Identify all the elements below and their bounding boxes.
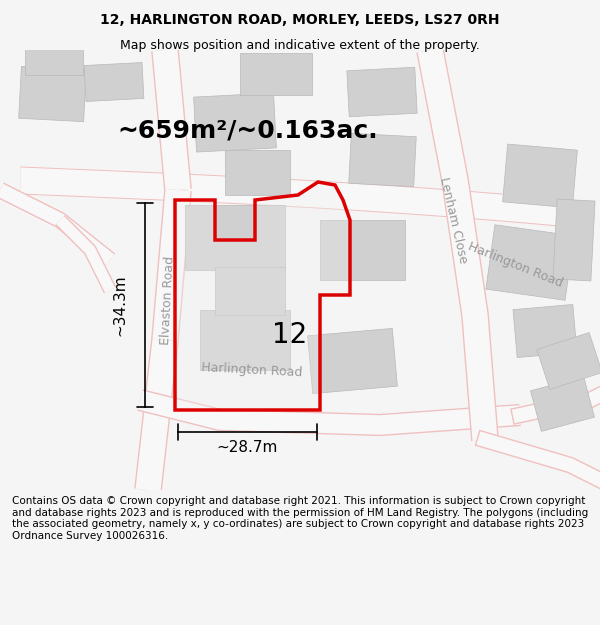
Text: Elvaston Road: Elvaston Road: [159, 255, 177, 345]
Bar: [320, 220, 405, 280]
Text: Lenham Close: Lenham Close: [437, 176, 469, 264]
Bar: [347, 68, 417, 117]
Bar: [25, 47, 83, 75]
Bar: [349, 133, 416, 187]
Bar: [486, 225, 574, 300]
Text: 12, HARLINGTON ROAD, MORLEY, LEEDS, LS27 0RH: 12, HARLINGTON ROAD, MORLEY, LEEDS, LS27…: [100, 12, 500, 27]
Bar: [185, 205, 285, 270]
Bar: [225, 150, 290, 195]
Text: Map shows position and indicative extent of the property.: Map shows position and indicative extent…: [120, 39, 480, 52]
Text: Contains OS data © Crown copyright and database right 2021. This information is : Contains OS data © Crown copyright and d…: [12, 496, 588, 541]
Bar: [513, 304, 577, 358]
Text: 12: 12: [272, 321, 308, 349]
Text: ~28.7m: ~28.7m: [217, 441, 278, 456]
Bar: [194, 93, 277, 152]
Text: Harlington Road: Harlington Road: [201, 361, 303, 379]
Bar: [308, 328, 397, 394]
Text: ~659m²/~0.163ac.: ~659m²/~0.163ac.: [118, 118, 379, 142]
Bar: [503, 144, 577, 208]
Bar: [84, 62, 144, 101]
Bar: [215, 267, 285, 315]
Bar: [530, 377, 595, 431]
Bar: [200, 310, 290, 370]
Bar: [240, 53, 312, 95]
Text: Harlington Road: Harlington Road: [466, 240, 565, 290]
Text: ~34.3m: ~34.3m: [113, 274, 128, 336]
Bar: [19, 66, 86, 122]
Polygon shape: [175, 182, 350, 410]
Bar: [537, 332, 600, 389]
Bar: [553, 199, 595, 281]
